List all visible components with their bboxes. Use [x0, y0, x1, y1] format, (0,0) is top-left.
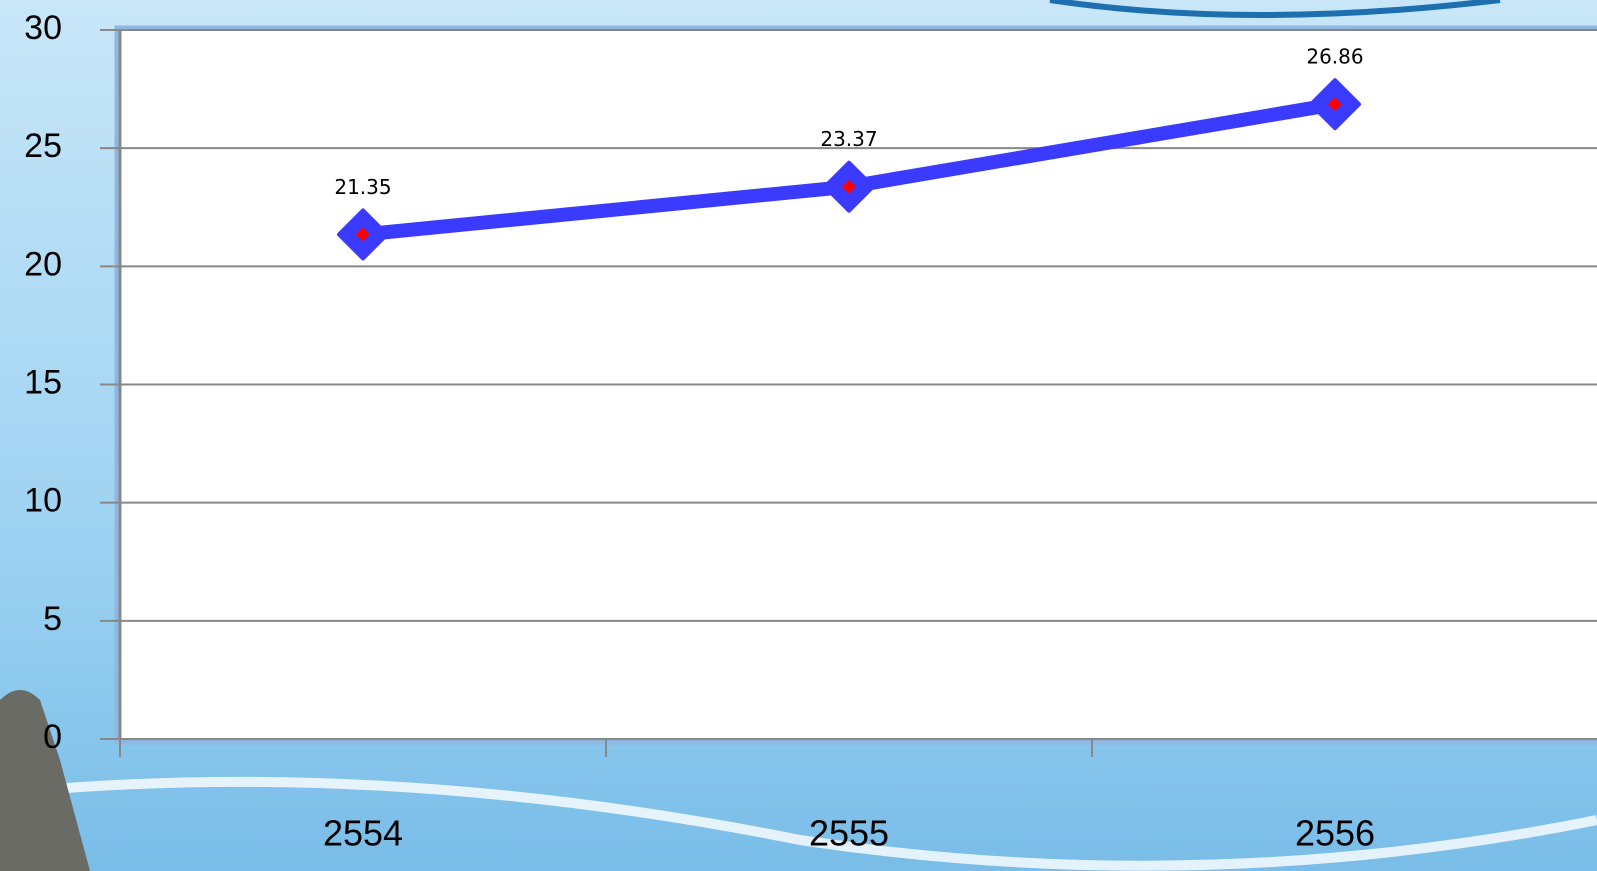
data-label: 23.37: [820, 127, 877, 151]
y-tick-label: 0: [43, 718, 62, 756]
data-label: 26.86: [1306, 45, 1363, 69]
y-tick-label: 15: [24, 363, 62, 401]
x-tick-label: 2554: [323, 813, 403, 854]
grid: [100, 29, 1597, 757]
decor-wave: [1049, 0, 1501, 18]
marker-center: [356, 227, 370, 242]
marker-center: [1328, 97, 1342, 112]
y-tick-label: 5: [43, 600, 62, 638]
x-tick-label: 2556: [1295, 813, 1375, 854]
marker-center: [842, 179, 856, 194]
decor-statue: [0, 690, 90, 871]
y-tick-label: 30: [24, 9, 62, 47]
y-tick-label: 10: [24, 482, 62, 520]
y-tick-label: 25: [24, 127, 62, 165]
y-tick-label: 20: [24, 245, 62, 283]
data-label: 21.35: [334, 175, 391, 199]
x-tick-label: 2555: [809, 813, 889, 854]
decor-wave: [39, 776, 1597, 871]
plot: 21.35 23.37 26.86: [334, 45, 1364, 261]
